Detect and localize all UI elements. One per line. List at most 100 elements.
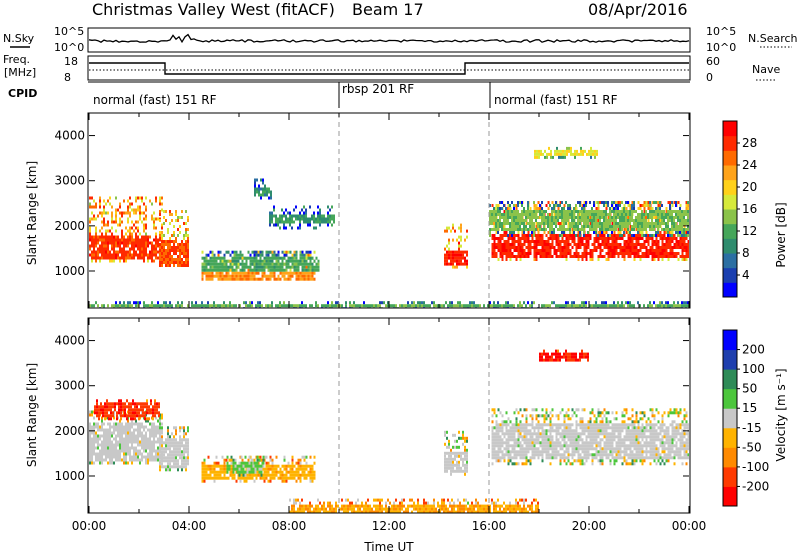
power-region-4 <box>269 205 335 230</box>
nsky-tick-top: 10^5 <box>54 25 84 38</box>
freq-panel <box>87 55 691 81</box>
power-colorbar-label: Power [dB] <box>774 202 788 267</box>
velocity-colorbar-label-3: 15 <box>742 401 757 415</box>
velocity-region-5 <box>491 408 689 466</box>
power-colorbar-label-3: 16 <box>742 202 757 216</box>
x-tick-label-2: 08:00 <box>272 519 307 533</box>
power-ytick-label-3: 4000 <box>54 129 85 143</box>
velocity-colorbar-label: Velocity [m s⁻¹] <box>774 368 788 461</box>
x-tick-label-5: 20:00 <box>572 519 607 533</box>
power-ytick-label-0: 1000 <box>54 264 85 278</box>
power-colorbar-swatch-10 <box>723 135 737 151</box>
power-colorbar-swatch-7 <box>723 179 737 195</box>
power-region-3 <box>201 250 320 272</box>
velocity-data-cells <box>89 349 689 513</box>
nave-tick-top: 60 <box>706 55 720 68</box>
nsky-label: N.Sky <box>3 32 35 45</box>
power-colorbar-swatch-2 <box>723 253 737 269</box>
velocity-ytick-label-0: 1000 <box>54 469 85 483</box>
power-region-1 <box>159 210 189 267</box>
x-tick-label-0: 00:00 <box>72 519 107 533</box>
power-colorbar-label-0: 28 <box>742 136 757 150</box>
power-colorbar: 28 24 20 16 12 8 4 <box>722 120 757 298</box>
nsky-tick-bottom: 10^0 <box>54 41 84 54</box>
freq-tick-bottom: 8 <box>64 71 71 84</box>
nave-tick-bottom: 0 <box>706 71 713 84</box>
power-colorbar-label-4: 12 <box>742 224 757 238</box>
nsearch-label: N.Search <box>748 32 798 45</box>
power-colorbar-swatch-1 <box>723 267 737 283</box>
velocity-region-0 <box>89 410 163 465</box>
nsearch-tick-top: 10^5 <box>706 25 736 38</box>
velocity-colorbar-label-6: -100 <box>742 460 769 474</box>
velocity-colorbar-swatch-8 <box>723 330 737 351</box>
velocity-region-1 <box>94 399 160 421</box>
velocity-colorbar-label-5: -50 <box>742 440 762 454</box>
power-region-5 <box>254 178 272 200</box>
velocity-ylabel: Slant Range [km] <box>25 363 39 467</box>
date-title: 08/Apr/2016 <box>588 0 688 19</box>
x-tick-label-3: 12:00 <box>372 519 407 533</box>
power-colorbar-swatch-8 <box>723 165 737 181</box>
velocity-region-4 <box>226 455 265 477</box>
cpid-segment-2: rbsp 201 RF <box>342 82 414 96</box>
velocity-colorbar-label-0: 200 <box>742 343 765 357</box>
power-region-8 <box>489 201 689 237</box>
nsky-trace <box>88 33 690 44</box>
station-title: Christmas Valley West (fitACF) <box>92 0 335 19</box>
velocity-colorbar-swatch-0 <box>723 486 737 507</box>
cpid-label: CPID <box>8 87 37 100</box>
velocity-ytick-label-2: 3000 <box>54 379 85 393</box>
power-ytick-label-2: 3000 <box>54 174 85 188</box>
power-ylabel: Slant Range [km] <box>25 161 39 265</box>
velocity-colorbar-swatch-4 <box>723 408 737 429</box>
freq-tick-top: 18 <box>64 55 78 68</box>
power-data-cells <box>89 146 689 308</box>
velocity-colorbar-swatch-6 <box>723 369 737 390</box>
velocity-colorbar-swatch-3 <box>723 427 737 448</box>
x-axis-title: Time UT <box>363 540 414 554</box>
nsky-panel <box>87 27 691 53</box>
velocity-colorbar-frame <box>722 329 738 507</box>
power-region-9 <box>534 146 598 159</box>
nave-label: Nave <box>752 63 780 76</box>
power-colorbar-label-1: 24 <box>742 158 757 172</box>
beam-title: Beam 17 <box>352 0 424 19</box>
velocity-colorbar-swatch-2 <box>723 447 737 468</box>
x-tick-label-1: 04:00 <box>172 519 207 533</box>
power-heatmap-panel: 1000 2000 3000 4000 <box>54 112 691 309</box>
velocity-colorbar-swatch-7 <box>723 349 737 370</box>
power-colorbar-swatch-6 <box>723 194 737 210</box>
power-colorbar-label-5: 8 <box>742 246 750 260</box>
power-colorbar-label-2: 20 <box>742 180 757 194</box>
nsearch-tick-bottom: 10^0 <box>706 41 736 54</box>
power-region-0 <box>89 196 163 263</box>
velocity-region-6 <box>444 430 468 476</box>
cpid-segment-3: normal (fast) 151 RF <box>494 93 618 107</box>
velocity-colorbar: 200 100 50 15 -15 -50 -100 -200 <box>722 329 769 507</box>
velocity-colorbar-label-2: 50 <box>742 382 757 396</box>
power-colorbar-swatch-5 <box>723 209 737 225</box>
cpid-segment-1: normal (fast) 151 RF <box>93 93 217 107</box>
power-colorbar-swatch-11 <box>723 121 737 137</box>
velocity-colorbar-label-7: -200 <box>742 479 769 493</box>
velocity-colorbar-swatch-5 <box>723 388 737 409</box>
freq-unit: [MHz] <box>4 66 36 79</box>
velocity-ytick-label-1: 2000 <box>54 424 85 438</box>
power-colorbar-swatch-4 <box>723 223 737 239</box>
power-colorbar-swatch-0 <box>723 282 737 298</box>
power-region-10 <box>89 301 689 308</box>
power-ytick-label-1: 2000 <box>54 219 85 233</box>
velocity-region-7 <box>539 349 589 362</box>
x-tick-label-6: 00:00 <box>672 519 707 533</box>
power-colorbar-swatch-9 <box>723 150 737 166</box>
velocity-colorbar-label-4: -15 <box>742 421 762 435</box>
freq-trace <box>89 62 689 75</box>
velocity-region-2 <box>159 426 189 472</box>
velocity-heatmap-panel: 1000 2000 3000 4000 00:00 04:00 08:00 12:00 16:0… <box>54 317 707 533</box>
velocity-ytick-label-3: 4000 <box>54 334 85 348</box>
power-colorbar-label-6: 4 <box>742 268 750 282</box>
x-tick-label-4: 16:00 <box>472 519 507 533</box>
power-colorbar-swatch-3 <box>723 238 737 254</box>
